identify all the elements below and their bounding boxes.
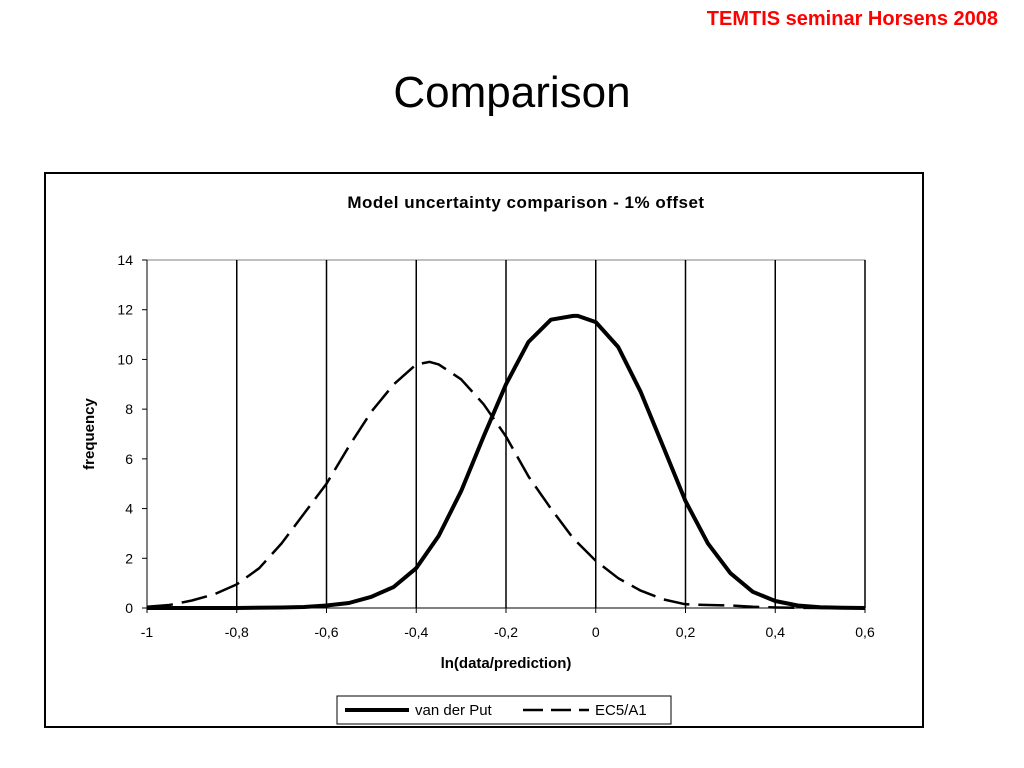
series-line-ec5-a1 <box>146 360 865 610</box>
legend-label-van-der-put: van der Put <box>415 702 493 719</box>
x-tick-label: 0 <box>592 624 600 640</box>
y-tick-label: 0 <box>125 600 133 616</box>
x-axis-title: ln(data/prediction) <box>441 655 572 672</box>
chart-title: Model uncertainty comparison - 1% offset <box>347 193 704 212</box>
y-tick-label: 4 <box>125 501 133 517</box>
y-axis-title: frequency <box>81 398 98 470</box>
y-tick-label: 10 <box>117 351 133 367</box>
x-tick-label: 0,4 <box>766 624 786 640</box>
slide-title: Comparison <box>393 68 631 117</box>
y-tick-label: 2 <box>125 550 133 566</box>
x-tick-label: 0,2 <box>676 624 696 640</box>
header-note: TEMTIS seminar Horsens 2008 <box>706 8 998 30</box>
chart-frame: Model uncertainty comparison - 1% offset… <box>44 172 924 728</box>
y-tick-label: 12 <box>117 302 133 318</box>
chart-svg: Model uncertainty comparison - 1% offset… <box>81 193 875 725</box>
x-tick-label: -0,6 <box>314 624 338 640</box>
x-tick-label: -0,2 <box>494 624 518 640</box>
y-tick-label: 6 <box>125 451 133 467</box>
x-tick-label: -1 <box>141 624 154 640</box>
y-tick-label: 8 <box>125 401 133 417</box>
series-line-van-der-put <box>147 313 866 610</box>
legend-label-ec5-a1: EC5/A1 <box>595 702 647 719</box>
y-tick-label: 14 <box>117 252 133 268</box>
x-tick-label: -0,8 <box>225 624 249 640</box>
x-tick-label: -0,4 <box>404 624 428 640</box>
x-tick-label: 0,6 <box>855 624 875 640</box>
